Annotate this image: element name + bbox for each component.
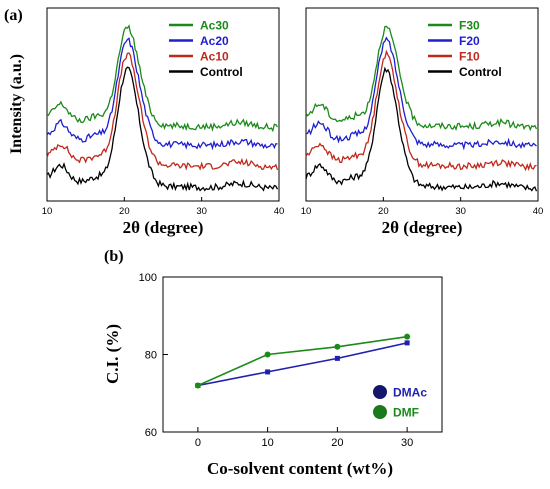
x-tick-label: 10 bbox=[301, 206, 312, 217]
series-line-control bbox=[46, 66, 279, 192]
series-line-control bbox=[305, 66, 538, 192]
x-ticks: 10 20 30 40 bbox=[301, 197, 544, 217]
legend-marker-dmac bbox=[373, 385, 387, 399]
x-tick-label: 30 bbox=[401, 437, 413, 449]
x-tick-label: 40 bbox=[533, 206, 544, 217]
series-line-dmac bbox=[197, 342, 408, 387]
legend-label-control: Control bbox=[459, 65, 502, 79]
data-point-dmf bbox=[404, 333, 411, 340]
panel-label-a: (a) bbox=[4, 7, 23, 24]
x-tick-label: 10 bbox=[42, 206, 53, 217]
data-point-dmac bbox=[265, 369, 271, 375]
data-point-dmac bbox=[334, 355, 340, 361]
plot-frame bbox=[46, 7, 280, 202]
y-ticks: 60 80 100 bbox=[139, 272, 168, 439]
legend-label-ac20: Ac20 bbox=[200, 34, 229, 48]
series-line-ac30 bbox=[46, 24, 279, 133]
data-point-dmf bbox=[194, 382, 201, 389]
x-tick-label: 30 bbox=[455, 206, 466, 217]
x-axis-title: Co-solvent content (wt%) bbox=[207, 459, 393, 478]
series-lines bbox=[194, 333, 411, 389]
x-axis-title: 2θ (degree) bbox=[382, 218, 463, 237]
legend-marker-dmf bbox=[373, 405, 387, 419]
y-axis-title: Intensity (a.u.) bbox=[8, 54, 25, 154]
y-tick-label: 80 bbox=[145, 350, 157, 362]
data-point-dmac bbox=[404, 340, 410, 346]
x-tick-label: 20 bbox=[331, 437, 343, 449]
legend-label-dmac: DMAc bbox=[393, 386, 427, 400]
x-axis-title: 2θ (degree) bbox=[123, 218, 204, 237]
x-tick-label: 0 bbox=[195, 437, 201, 449]
legend-label-ac10: Ac10 bbox=[200, 50, 229, 64]
series-line-ac10 bbox=[46, 52, 279, 171]
x-tick-label: 10 bbox=[262, 437, 274, 449]
x-tick-label: 20 bbox=[378, 206, 389, 217]
series-line-f20 bbox=[305, 36, 537, 151]
x-tick-label: 40 bbox=[274, 206, 285, 217]
series-line-ac20 bbox=[46, 37, 278, 151]
x-ticks: 10 20 30 40 bbox=[42, 197, 285, 217]
y-axis-title: C.I. (%) bbox=[103, 324, 122, 384]
data-point-dmf bbox=[264, 351, 271, 358]
series-line-f10 bbox=[305, 49, 537, 172]
plot-frame bbox=[305, 7, 539, 202]
x-tick-label: 30 bbox=[196, 206, 207, 217]
series-lines bbox=[305, 25, 538, 192]
ci-chart: 60 80 100 0 10 20 30 DMAc DMF C.I. (%) Co-solv… bbox=[103, 272, 443, 478]
legend-label-f30: F30 bbox=[459, 19, 480, 33]
panel-label-b: (b) bbox=[104, 248, 124, 265]
series-line-dmf bbox=[197, 335, 408, 387]
x-ticks: 0 10 20 30 bbox=[195, 427, 413, 449]
data-point-dmf bbox=[334, 343, 341, 350]
series-line-f30 bbox=[305, 25, 538, 132]
legend-label-f20: F20 bbox=[459, 34, 480, 48]
legend: DMAc DMF bbox=[373, 385, 427, 420]
y-tick-label: 60 bbox=[145, 427, 157, 439]
legend-label-control: Control bbox=[200, 65, 243, 79]
legend-label-dmf: DMF bbox=[393, 406, 419, 420]
series-lines bbox=[46, 24, 279, 192]
legend-label-ac30: Ac30 bbox=[200, 19, 229, 33]
y-tick-label: 100 bbox=[139, 272, 157, 284]
legend-label-f10: F10 bbox=[459, 50, 480, 64]
x-tick-label: 20 bbox=[119, 206, 130, 217]
